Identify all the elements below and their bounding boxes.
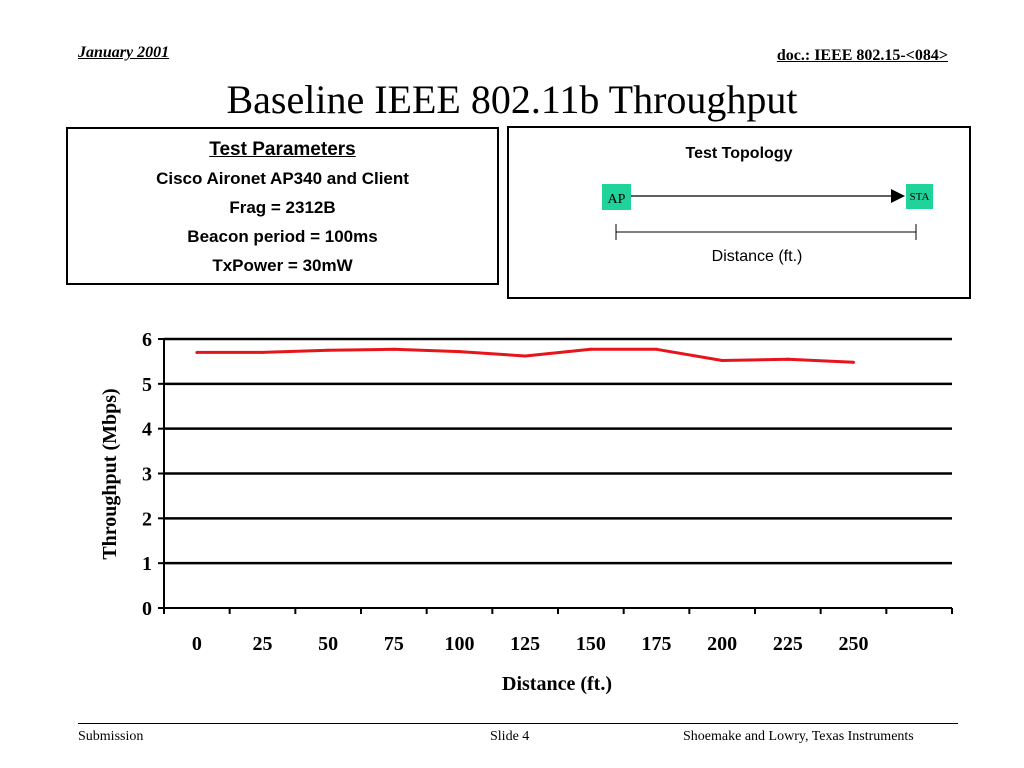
y-tick-label: 2 bbox=[142, 508, 152, 530]
data-point bbox=[523, 354, 527, 358]
data-point bbox=[589, 347, 593, 351]
sta-node-label: STA bbox=[910, 191, 930, 203]
y-tick-label: 0 bbox=[142, 598, 152, 620]
ap-node bbox=[602, 184, 631, 210]
test-parameter-line: Frag = 2312B bbox=[229, 198, 336, 217]
x-tick-label: 175 bbox=[642, 633, 672, 655]
topology-diagram: AP STA Distance (ft.) bbox=[602, 184, 933, 265]
data-point bbox=[786, 357, 790, 361]
test-topology-heading: Test Topology bbox=[685, 145, 793, 162]
header-date: January 2001 bbox=[78, 44, 170, 61]
ap-node-label: AP bbox=[608, 192, 626, 207]
data-point bbox=[720, 359, 724, 363]
distance-label: Distance (ft.) bbox=[712, 248, 803, 265]
data-point bbox=[326, 348, 330, 352]
chart-series bbox=[195, 347, 855, 364]
x-tick-label: 100 bbox=[445, 633, 475, 655]
x-tick-label: 0 bbox=[192, 633, 202, 655]
y-tick-label: 6 bbox=[142, 329, 152, 351]
data-point bbox=[458, 350, 461, 354]
chart-axes bbox=[158, 338, 953, 614]
sta-node bbox=[906, 184, 933, 209]
test-parameters-heading: Test Parameters bbox=[209, 139, 356, 160]
footer-slide-number: Slide 4 bbox=[490, 729, 530, 744]
x-tick-label: 150 bbox=[576, 633, 606, 655]
test-parameters-box: Test Parameters Cisco Aironet AP340 and … bbox=[66, 127, 499, 285]
x-tick-label: 250 bbox=[839, 633, 869, 655]
y-tick-label: 1 bbox=[142, 553, 152, 575]
chart-gridlines bbox=[164, 337, 952, 565]
y-tick-label: 5 bbox=[142, 374, 152, 396]
test-parameter-line: TxPower = 30mW bbox=[212, 256, 353, 275]
data-point bbox=[655, 347, 658, 351]
footer-authors: Shoemake and Lowry, Texas Instruments bbox=[683, 729, 914, 744]
x-tick-label: 200 bbox=[707, 633, 737, 655]
arrow-head-icon bbox=[891, 189, 905, 203]
data-point bbox=[195, 350, 199, 354]
y-axis-label: Throughput (Mbps) bbox=[99, 388, 121, 559]
footer-divider bbox=[78, 723, 958, 724]
header-doc-id: doc.: IEEE 802.15-<084> bbox=[776, 47, 948, 64]
x-axis-label: Distance (ft.) bbox=[502, 673, 612, 695]
x-tick-label: 25 bbox=[253, 633, 273, 655]
data-point bbox=[261, 350, 264, 354]
chart-x-tick-labels: 0 25 50 75 100 125 150 175 200 225 250 bbox=[192, 633, 869, 655]
data-point bbox=[392, 347, 396, 351]
slide-title: Baseline IEEE 802.11b Throughput bbox=[226, 77, 798, 122]
y-tick-label: 3 bbox=[142, 464, 152, 486]
x-tick-label: 50 bbox=[318, 633, 338, 655]
footer-submission: Submission bbox=[78, 729, 144, 744]
chart-y-tick-labels: 0 1 2 3 4 5 6 bbox=[142, 329, 152, 620]
x-tick-label: 225 bbox=[773, 633, 803, 655]
x-tick-label: 125 bbox=[510, 633, 540, 655]
data-point bbox=[852, 360, 855, 364]
test-parameter-line: Beacon period = 100ms bbox=[187, 227, 378, 246]
x-tick-label: 75 bbox=[384, 633, 404, 655]
test-parameter-line: Cisco Aironet AP340 and Client bbox=[156, 169, 409, 188]
test-topology-box: Test Topology AP STA Distance (ft.) bbox=[507, 126, 971, 299]
y-tick-label: 4 bbox=[142, 419, 152, 441]
